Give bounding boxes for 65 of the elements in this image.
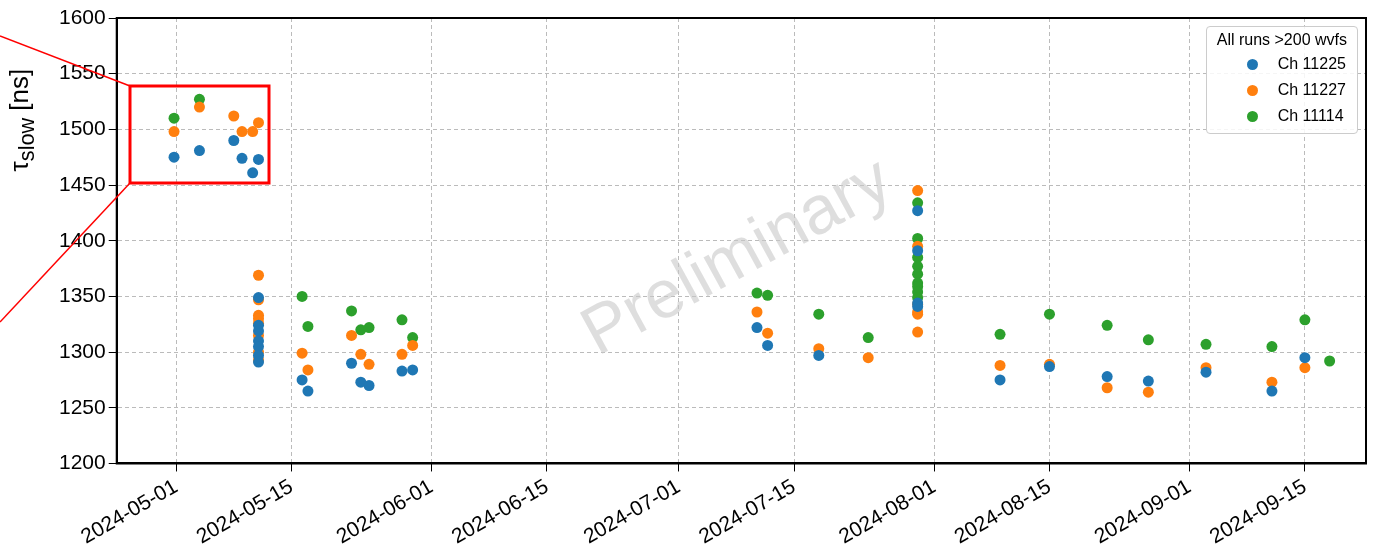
point xyxy=(1101,382,1113,394)
point xyxy=(346,305,358,317)
point xyxy=(228,110,240,122)
point xyxy=(168,126,180,138)
point xyxy=(228,135,240,146)
point xyxy=(1200,338,1212,350)
point xyxy=(296,290,308,302)
point xyxy=(1266,341,1278,353)
point xyxy=(363,358,375,370)
point xyxy=(912,185,924,197)
y-tick-label: 1450 xyxy=(59,171,106,195)
point xyxy=(1299,314,1311,326)
point xyxy=(253,117,264,129)
point xyxy=(363,322,375,334)
point xyxy=(396,314,408,326)
point xyxy=(1142,334,1154,346)
y-tick-label: 1300 xyxy=(59,338,106,362)
point xyxy=(193,145,205,157)
y-tick-label: 1600 xyxy=(59,4,106,28)
point xyxy=(363,380,375,392)
point xyxy=(1266,385,1278,397)
legend-title: All runs >200 wvfs xyxy=(1216,31,1347,49)
point xyxy=(1299,362,1311,374)
point xyxy=(994,374,1006,386)
point xyxy=(302,320,314,332)
point xyxy=(407,364,419,376)
y-tick-label: 1350 xyxy=(59,283,106,307)
point xyxy=(355,348,367,360)
y-tick-label: 1200 xyxy=(59,450,106,474)
legend-label: Ch 11225 xyxy=(1277,55,1346,73)
point xyxy=(396,348,408,360)
point xyxy=(1101,371,1113,383)
point xyxy=(346,357,358,369)
point xyxy=(1200,366,1212,378)
point xyxy=(1142,386,1154,398)
y-tick-label: 1500 xyxy=(59,116,106,140)
point xyxy=(912,245,924,257)
y-tick-label: 1250 xyxy=(59,394,106,418)
point xyxy=(302,364,314,376)
point xyxy=(193,101,205,113)
point xyxy=(912,326,924,338)
point xyxy=(912,205,924,217)
point xyxy=(253,153,264,165)
point xyxy=(247,126,259,138)
point xyxy=(247,167,259,179)
point xyxy=(296,374,308,386)
point xyxy=(994,359,1006,371)
point xyxy=(407,339,419,351)
point xyxy=(994,328,1006,340)
point xyxy=(1101,319,1113,331)
point xyxy=(296,347,308,359)
point xyxy=(236,152,248,164)
legend-label: Ch 11227 xyxy=(1277,81,1346,99)
point xyxy=(168,112,180,124)
point xyxy=(1299,352,1311,364)
legend-label: Ch 11114 xyxy=(1277,107,1344,125)
point xyxy=(346,329,358,341)
point xyxy=(168,151,180,163)
point xyxy=(236,126,248,138)
point xyxy=(1324,355,1336,367)
point xyxy=(1043,308,1055,320)
point xyxy=(302,385,314,397)
point xyxy=(1142,375,1154,387)
point xyxy=(396,365,408,377)
point xyxy=(253,269,264,281)
